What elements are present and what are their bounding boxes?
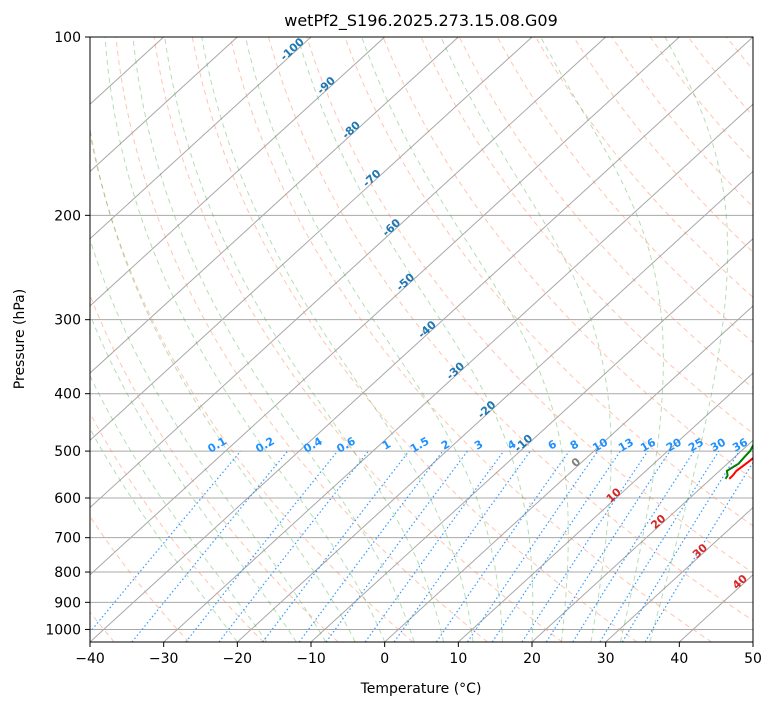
mixing-ratio-line [364, 450, 505, 642]
mixing-ratio-line [185, 450, 339, 642]
mixing-ratio-line [325, 450, 468, 642]
moist-adiabat-line [245, 37, 503, 642]
mixing-ratio-line [521, 450, 649, 642]
dry-adiabat-line [496, 37, 753, 344]
mixing-ratio-line [572, 450, 695, 642]
moist-adiabat-line [90, 237, 327, 642]
mixing-ratio-line [466, 450, 599, 642]
moist-adiabat-line [90, 313, 297, 642]
moist-adiabat-line [132, 37, 415, 642]
x-tick-label: 20 [523, 651, 541, 667]
isotherm-line [90, 37, 386, 307]
isotherm-line [90, 37, 753, 642]
isotherm-line [90, 37, 312, 240]
dry-adiabat-line [90, 412, 264, 642]
mixing-ratio-line [298, 450, 444, 642]
mixing-ratio-line [435, 450, 570, 642]
moist-adiabat-line [440, 37, 612, 642]
dry-adiabat-line [344, 37, 753, 527]
dry-adiabat-line [306, 37, 753, 574]
moist-adiabat-line [201, 37, 474, 642]
x-tick-label: −10 [296, 651, 326, 667]
x-tick-label: 0 [380, 651, 389, 667]
y-tick-label: 600 [54, 491, 81, 507]
y-tick-label: 900 [54, 595, 81, 611]
mixing-ratio-line [262, 450, 410, 642]
dry-adiabat-line [90, 293, 339, 642]
isotherm-line [90, 37, 238, 173]
isotherm-line [90, 37, 607, 509]
x-tick-label: −30 [149, 651, 179, 667]
isotherm-line [90, 37, 459, 374]
x-tick-label: 50 [744, 651, 762, 667]
data-lines [724, 443, 753, 480]
y-tick-label: 1000 [45, 622, 81, 638]
y-tick-label: 400 [54, 387, 81, 403]
isotherm-line [90, 37, 680, 576]
y-tick-label: 800 [54, 565, 81, 581]
background-lines [90, 37, 775, 642]
moist-adiabat-line [90, 427, 238, 642]
y-tick-label: 300 [54, 313, 81, 329]
y-tick-label: 700 [54, 531, 81, 547]
x-tick-label: −20 [223, 651, 253, 667]
dry-adiabat-line [191, 37, 638, 642]
moist-adiabat-line [297, 37, 534, 642]
dry-adiabat-line [268, 37, 753, 622]
x-tick-label: 10 [449, 651, 467, 667]
x-tick-label: −40 [75, 651, 105, 667]
dry-adiabat-line [765, 37, 775, 642]
y-tick-label: 500 [54, 444, 81, 460]
isotherm-line [752, 641, 753, 642]
y-axis-label: Pressure (hPa) [12, 289, 28, 389]
x-axis-label: Temperature (°C) [360, 681, 482, 697]
isotherm-line [457, 372, 753, 642]
dry-adiabat-line [229, 37, 712, 642]
y-axis: 100 200 300 400 500 600 700 800 900 1000 [45, 30, 90, 638]
mixing-ratio-line [491, 450, 621, 642]
moist-adiabat-line [90, 125, 356, 642]
mixing-ratio-line [621, 450, 740, 642]
moist-adiabat-line [649, 37, 729, 642]
isotherm-line [90, 37, 533, 442]
dry-adiabat-line [115, 37, 488, 642]
isotherm-line [384, 305, 753, 642]
isotherm-line [310, 237, 753, 642]
y-tick-label: 200 [54, 208, 81, 224]
isotherm-line [605, 506, 753, 642]
isotherm-line [163, 103, 753, 642]
mixing-ratio-line [545, 450, 671, 642]
isotherm-line [236, 170, 753, 642]
moist-adiabat-line [164, 37, 445, 642]
dry-adiabat-line [153, 37, 563, 642]
plot-frame [89, 36, 754, 643]
dry-adiabat-line [90, 131, 414, 642]
isotherm-line [531, 439, 753, 642]
dewpoint-profile-line [724, 443, 753, 480]
moist-adiabat-line [361, 37, 569, 642]
chart-title: wetPf2_S196.2025.273.15.08.G09 [284, 11, 558, 31]
dry-adiabat-line [90, 515, 190, 642]
mixing-ratio-line [131, 450, 289, 642]
x-tick-label: 40 [670, 651, 688, 667]
mixing-ratio-line [393, 450, 531, 642]
moist-adiabat-line [90, 374, 268, 642]
x-tick-label: 30 [597, 651, 615, 667]
dry-adiabat-line [458, 37, 753, 389]
mixing-ratio-line [90, 450, 242, 633]
y-tick-label: 100 [54, 30, 81, 46]
x-axis: −40 −30 −20 −10 0 10 20 30 40 50 [75, 642, 762, 667]
moist-adiabat-line [104, 37, 386, 642]
